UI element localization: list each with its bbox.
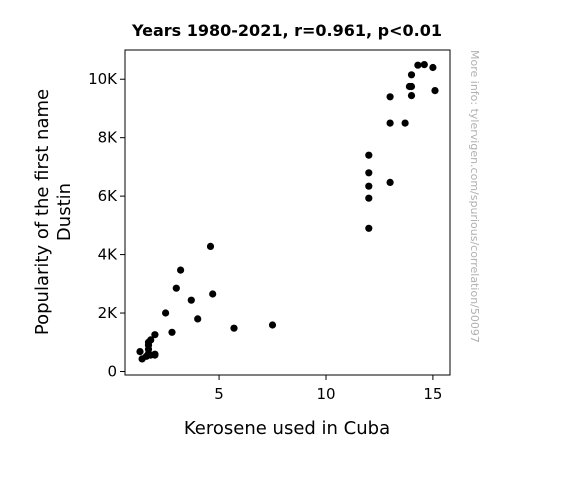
data-point	[268, 321, 277, 329]
data-point	[401, 119, 409, 127]
y-axis-label: Popularity of the first name Dustin	[32, 89, 75, 335]
data-point	[162, 309, 170, 317]
plot-frame	[124, 49, 451, 376]
x-axis-label: Kerosene used in Cuba	[184, 418, 390, 439]
data-point	[177, 266, 185, 274]
x-tick-label: 5	[214, 385, 224, 403]
data-point	[407, 71, 416, 79]
data-point	[151, 350, 159, 358]
data-point	[431, 87, 439, 95]
data-point	[187, 296, 195, 304]
chart-title: Years 1980-2021, r=0.961, p<0.01	[131, 21, 442, 40]
data-point	[365, 194, 373, 202]
data-point	[414, 61, 422, 69]
data-point	[420, 61, 428, 69]
data-point	[230, 324, 238, 332]
x-tick-label: 15	[423, 385, 442, 403]
y-axis-label-line-1: Popularity of the first name	[32, 89, 53, 335]
watermark: More info: tylervigen.com/spurious/corre…	[468, 50, 481, 343]
data-point	[194, 315, 202, 323]
y-tick-label: 0	[107, 362, 117, 380]
data-point	[365, 151, 373, 159]
data-point	[365, 169, 373, 177]
y-axis-ticks: 0 2K 4K 6K 8K 10K	[88, 70, 125, 380]
data-point	[407, 82, 416, 91]
data-point	[365, 224, 373, 232]
y-tick-label: 8K	[98, 129, 119, 147]
data-point	[168, 328, 176, 336]
x-axis-ticks: 5 10 15	[214, 375, 442, 403]
data-point	[151, 331, 159, 339]
data-point	[147, 336, 155, 344]
data-point	[172, 284, 180, 292]
data-point	[365, 182, 373, 190]
y-tick-label: 4K	[98, 246, 119, 264]
y-tick-label: 10K	[88, 70, 118, 88]
watermark-text: More info: tylervigen.com/spurious/corre…	[468, 50, 481, 343]
data-point	[429, 63, 437, 72]
y-tick-label: 6K	[98, 187, 119, 205]
data-point	[209, 290, 217, 298]
data-point	[206, 242, 215, 250]
data-point	[386, 93, 394, 101]
data-point	[136, 348, 144, 356]
plot-points	[136, 61, 439, 363]
y-axis-label-line-2: Dustin	[54, 183, 75, 241]
data-point	[386, 178, 394, 186]
x-tick-label: 10	[316, 385, 335, 403]
data-point	[386, 119, 394, 127]
data-point	[407, 92, 416, 100]
y-tick-label: 2K	[98, 304, 119, 322]
